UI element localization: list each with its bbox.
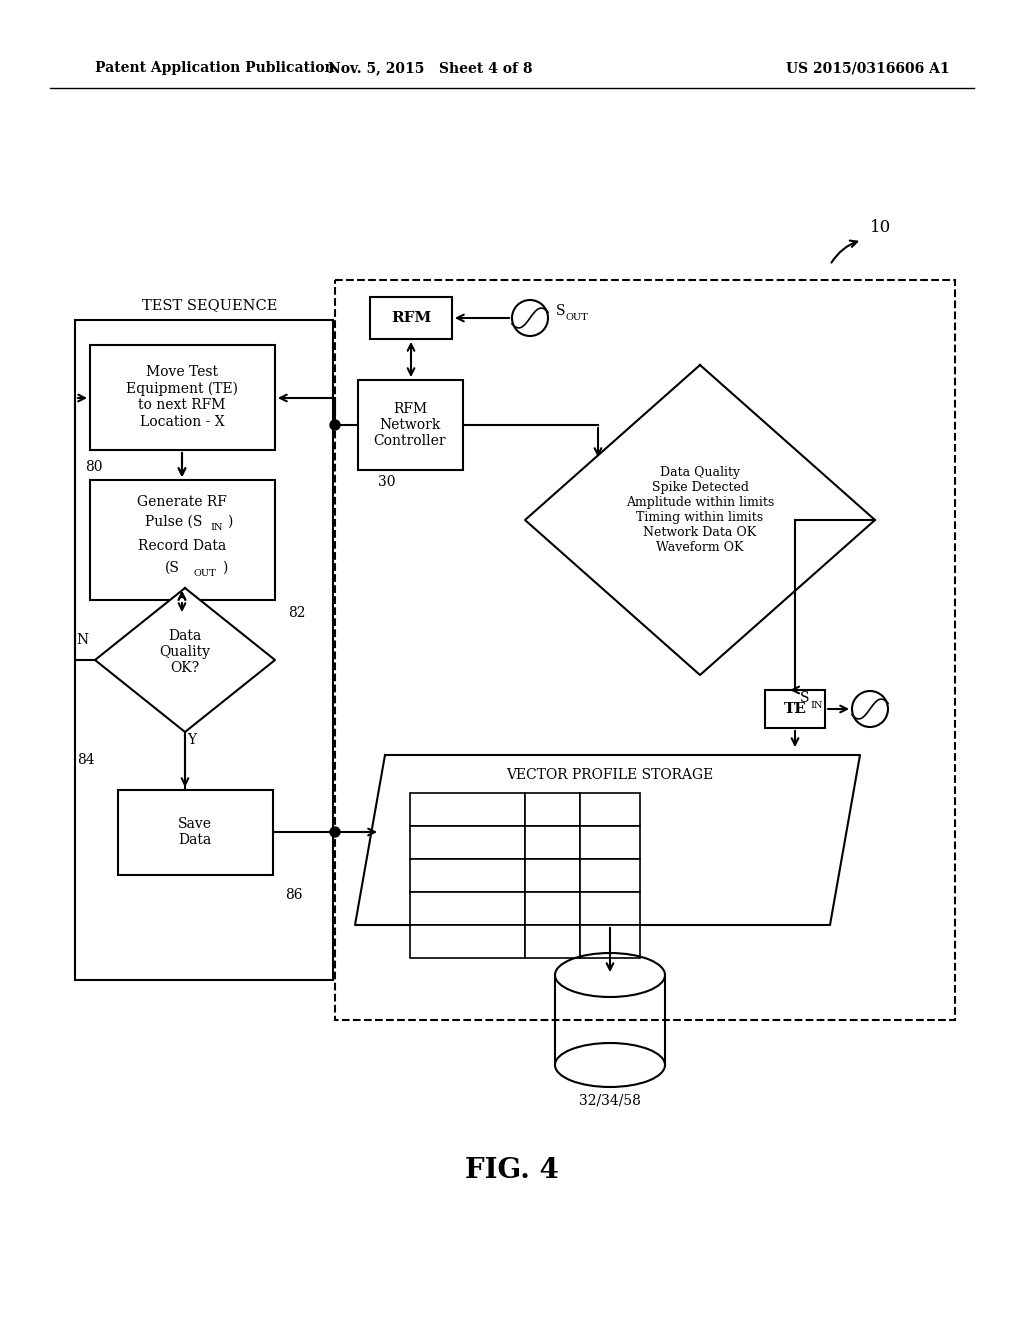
Text: t₁: t₁ [547, 803, 557, 816]
Text: FIG. 4: FIG. 4 [465, 1156, 559, 1184]
Text: Vn: Vn [601, 935, 620, 948]
FancyBboxPatch shape [90, 480, 275, 601]
FancyBboxPatch shape [335, 280, 955, 1020]
FancyBboxPatch shape [410, 793, 525, 826]
FancyBboxPatch shape [410, 925, 525, 958]
Polygon shape [95, 587, 275, 733]
Text: ...: ... [546, 902, 558, 915]
Text: OUT: OUT [565, 314, 588, 322]
Text: 86: 86 [285, 888, 302, 902]
FancyBboxPatch shape [765, 690, 825, 729]
Polygon shape [525, 366, 874, 675]
Text: Y: Y [187, 733, 197, 747]
FancyBboxPatch shape [580, 892, 640, 925]
FancyBboxPatch shape [580, 793, 640, 826]
Text: TEST SEQUENCE: TEST SEQUENCE [142, 298, 278, 312]
Text: Nov. 5, 2015   Sheet 4 of 8: Nov. 5, 2015 Sheet 4 of 8 [328, 61, 532, 75]
Text: Generate RF: Generate RF [137, 495, 227, 510]
Text: Patent Application Publication: Patent Application Publication [95, 61, 335, 75]
FancyBboxPatch shape [410, 826, 525, 859]
Text: V2: V2 [601, 836, 618, 849]
Text: RFM-1: RFM-1 [444, 803, 489, 816]
FancyBboxPatch shape [90, 345, 275, 450]
Text: t₂: t₂ [547, 836, 557, 849]
FancyBboxPatch shape [75, 319, 333, 979]
Text: t₃: t₃ [547, 869, 557, 882]
Text: Data Quality
Spike Detected
Amplitude within limits
Timing within limits
Network: Data Quality Spike Detected Amplitude wi… [626, 466, 774, 554]
Text: ...: ... [461, 902, 473, 915]
FancyBboxPatch shape [525, 826, 580, 859]
Ellipse shape [555, 1043, 665, 1086]
Text: IN: IN [810, 701, 822, 710]
FancyBboxPatch shape [525, 793, 580, 826]
Text: 30: 30 [378, 475, 395, 488]
Text: VECTOR PROFILE STORAGE: VECTOR PROFILE STORAGE [507, 768, 714, 781]
Text: 10: 10 [870, 219, 891, 236]
Text: ...: ... [603, 902, 616, 915]
Text: S: S [556, 304, 565, 318]
Text: RFM-N: RFM-N [442, 935, 492, 948]
FancyBboxPatch shape [525, 892, 580, 925]
Text: Save
Data: Save Data [178, 817, 212, 847]
Circle shape [330, 828, 340, 837]
Text: 80: 80 [85, 459, 102, 474]
Text: RFM-1: RFM-1 [444, 869, 489, 882]
FancyBboxPatch shape [410, 892, 525, 925]
Text: S: S [800, 690, 810, 705]
FancyBboxPatch shape [370, 297, 452, 339]
Text: 84: 84 [77, 752, 94, 767]
FancyBboxPatch shape [525, 925, 580, 958]
Circle shape [330, 420, 340, 430]
Text: Record Data: Record Data [138, 539, 226, 553]
Text: OUT: OUT [194, 569, 217, 578]
FancyBboxPatch shape [525, 859, 580, 892]
Text: N: N [76, 634, 88, 647]
Text: Data
Quality
OK?: Data Quality OK? [160, 628, 211, 676]
Text: V3: V3 [601, 869, 620, 882]
Polygon shape [355, 755, 860, 925]
FancyBboxPatch shape [580, 859, 640, 892]
FancyBboxPatch shape [358, 380, 463, 470]
Text: ): ) [222, 561, 227, 576]
Text: RFM-1: RFM-1 [444, 836, 489, 849]
Text: ): ) [227, 515, 232, 529]
FancyBboxPatch shape [580, 925, 640, 958]
Text: US 2015/0316606 A1: US 2015/0316606 A1 [786, 61, 950, 75]
FancyBboxPatch shape [580, 826, 640, 859]
Text: TE: TE [783, 702, 807, 715]
Text: Pulse (S: Pulse (S [145, 515, 203, 529]
Text: (S: (S [165, 561, 179, 576]
Text: 32/34/58: 32/34/58 [579, 1094, 641, 1107]
Text: 82: 82 [288, 606, 305, 620]
FancyBboxPatch shape [410, 859, 525, 892]
Text: Move Test
Equipment (TE)
to next RFM
Location - X: Move Test Equipment (TE) to next RFM Loc… [126, 366, 238, 429]
FancyBboxPatch shape [118, 789, 273, 875]
Text: V1: V1 [601, 803, 618, 816]
Text: RFM: RFM [391, 312, 431, 325]
Text: RFM
Network
Controller: RFM Network Controller [374, 401, 446, 449]
Text: IN: IN [210, 523, 222, 532]
Text: tₙ: tₙ [547, 935, 557, 948]
